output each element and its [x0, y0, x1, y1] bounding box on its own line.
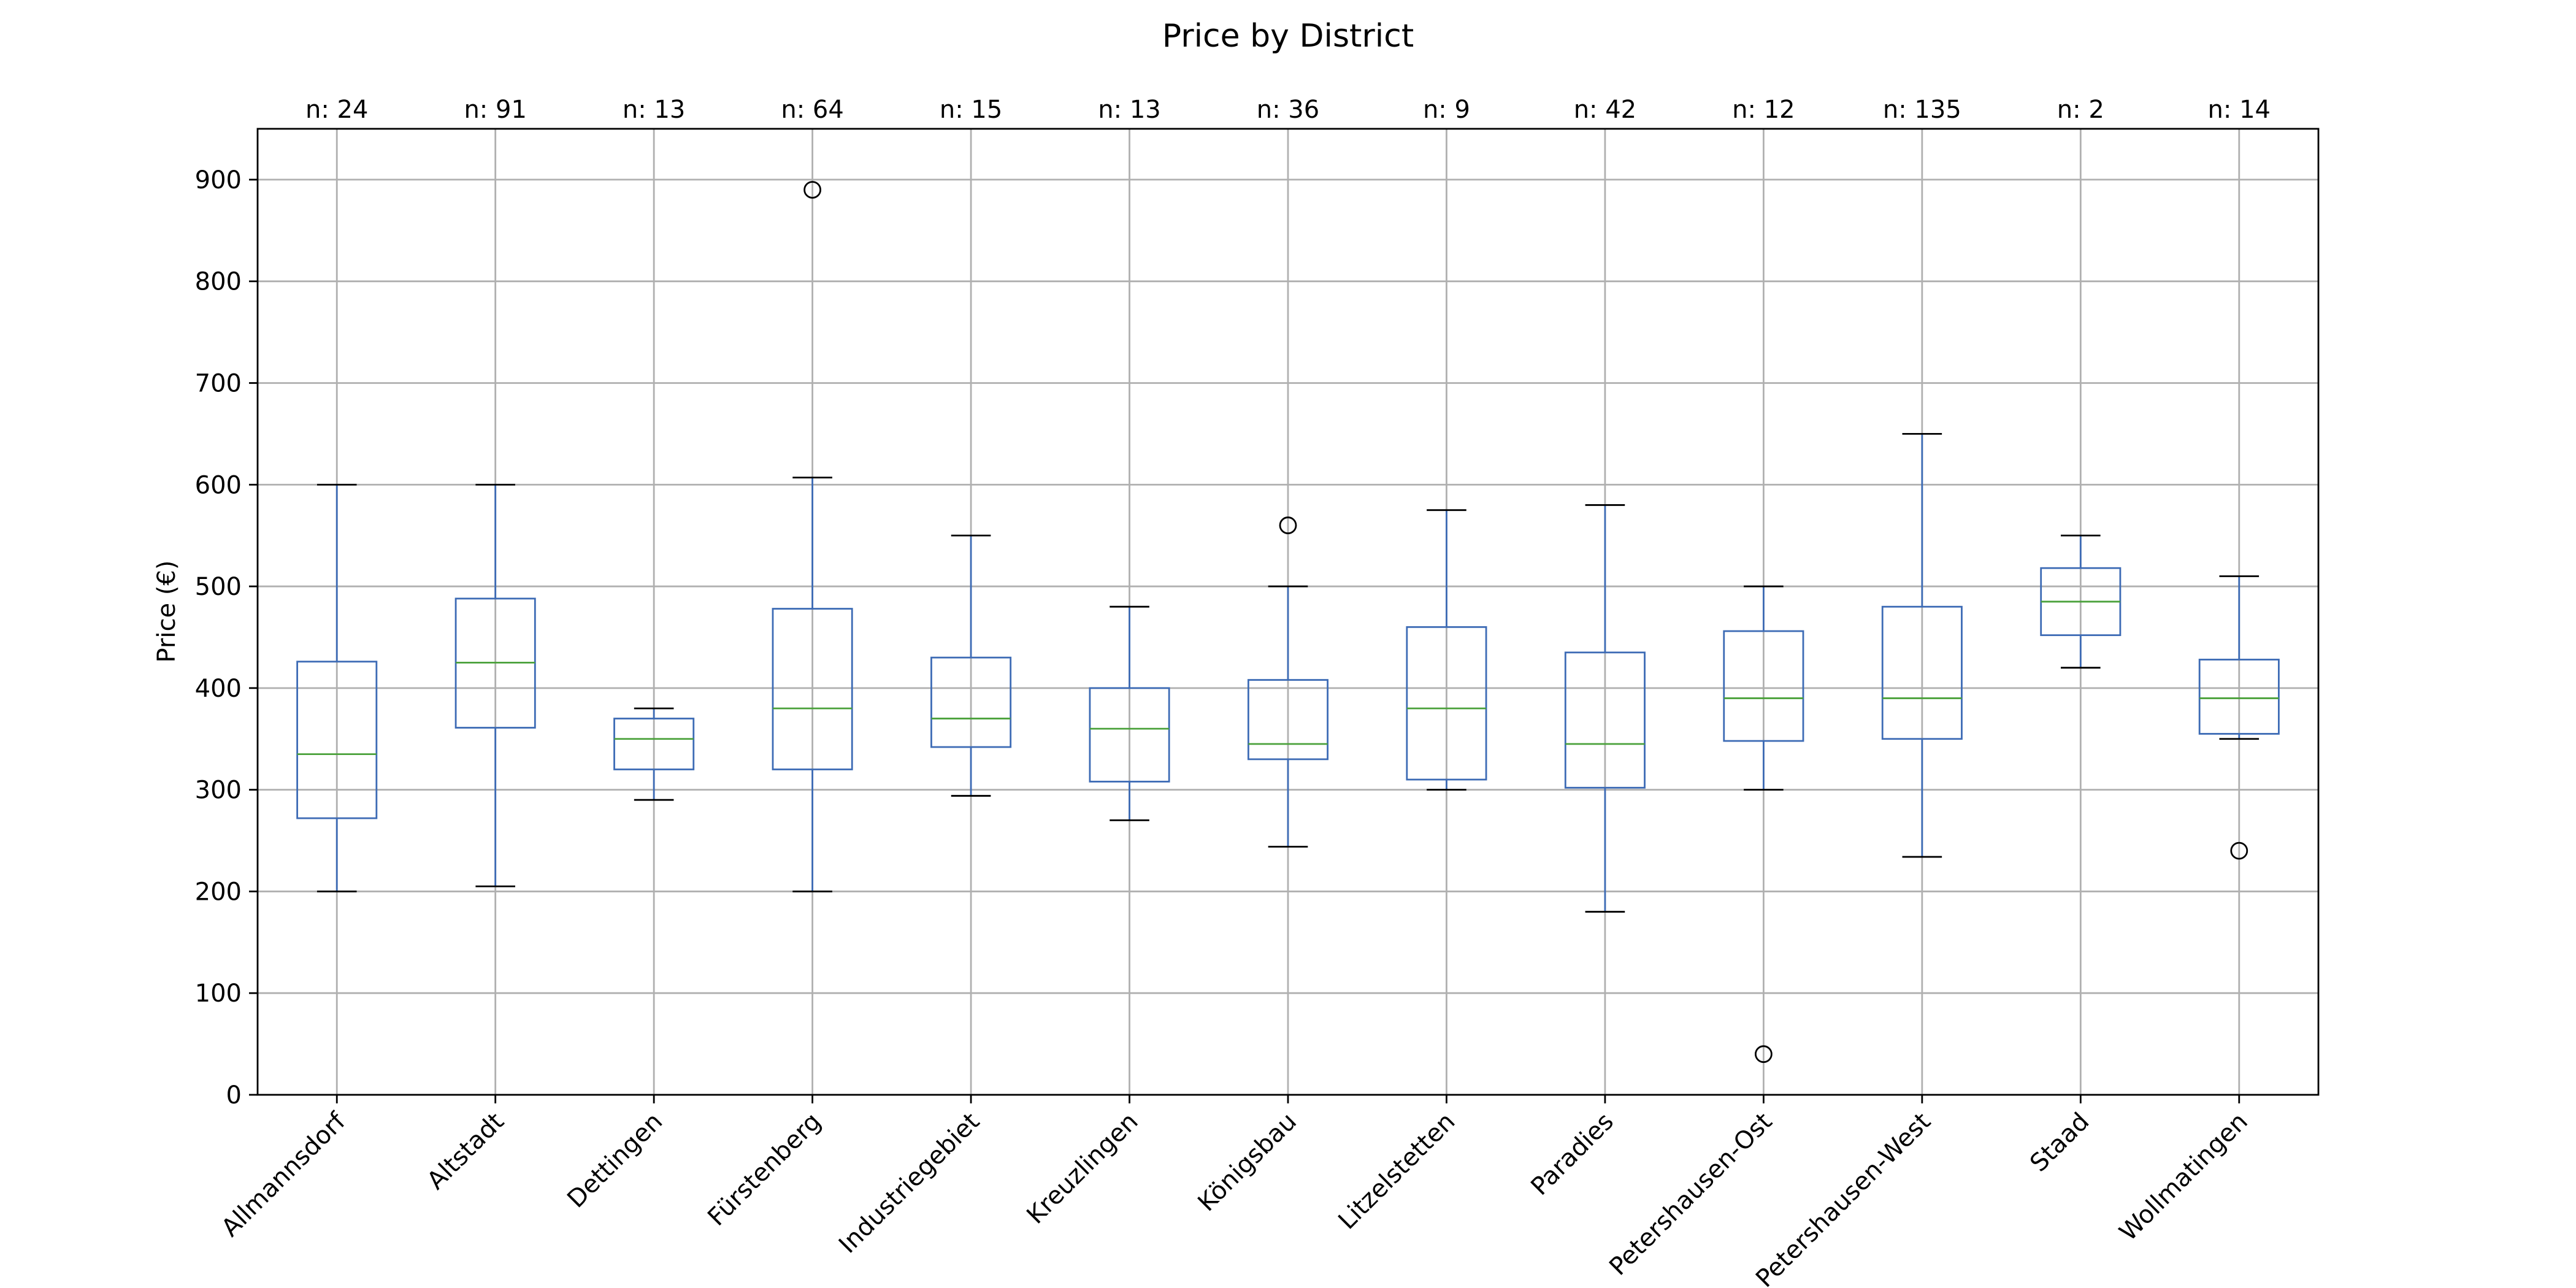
x-tick-label: Industriegebiet [834, 1108, 985, 1259]
count-label: n: 91 [464, 96, 526, 124]
iqr-box [613, 718, 695, 770]
iqr-box [2198, 659, 2280, 735]
box-litzelstetten [1406, 509, 1487, 791]
iqr-box [1564, 651, 1646, 789]
iqr-box [296, 661, 378, 819]
count-label: n: 2 [2057, 96, 2104, 124]
y-tick-label: 400 [195, 675, 242, 703]
x-tick-label: Petershausen-Ost [1604, 1108, 1777, 1281]
count-label: n: 24 [305, 96, 368, 124]
x-tick-label: Paradies [1525, 1108, 1619, 1202]
x-tick-label: Wollmatingen [2114, 1108, 2253, 1247]
y-axis: 0 100 200 300 400 500 600 700 800 900 [195, 166, 258, 1110]
outlier-point [803, 181, 822, 199]
iqr-box [1723, 630, 1804, 742]
y-axis-label: Price (€) [153, 561, 181, 663]
x-tick-label: Fürstenberg [702, 1108, 826, 1232]
y-tick-label: 700 [195, 369, 242, 397]
x-tick-label: Staad [2025, 1108, 2095, 1178]
box-industriegebiet [930, 534, 1012, 797]
box-königsbau [1247, 516, 1329, 848]
y-tick-label: 0 [226, 1081, 242, 1110]
box-petershausen-west [1881, 432, 1963, 858]
count-label: n: 13 [1098, 96, 1160, 124]
box-altstadt [454, 483, 536, 887]
count-labels: n: 24 n: 91 n: 13 n: 64 n: 15 n: 13 n: 36 n: 9 n… [305, 96, 2271, 124]
y-tick-label: 200 [195, 878, 242, 906]
box-series [296, 181, 2280, 1064]
iqr-box [1089, 687, 1170, 783]
count-label: n: 13 [623, 96, 685, 124]
outlier-point [1279, 516, 1297, 534]
box-fürstenberg [772, 181, 853, 892]
count-label: n: 12 [1732, 96, 1795, 124]
x-tick-label: Litzelstetten [1333, 1108, 1460, 1235]
iqr-box [930, 656, 1012, 748]
count-label: n: 14 [2208, 96, 2271, 124]
count-label: n: 64 [781, 96, 843, 124]
count-label: n: 15 [940, 96, 1002, 124]
x-tick-label: Altstadt [422, 1108, 510, 1195]
y-tick-label: 800 [195, 268, 242, 296]
outlier-point [1754, 1045, 1773, 1064]
iqr-box [1881, 605, 1963, 740]
count-label: n: 42 [1574, 96, 1636, 124]
chart-title: Price by District [1162, 18, 1414, 55]
outlier-point [2230, 841, 2248, 860]
y-tick-label: 900 [195, 166, 242, 194]
x-axis: Allmannsdorf Altstadt Dettingen Fürstenberg… [216, 1095, 2253, 1288]
x-tick-label: Kreuzlingen [1021, 1108, 1143, 1230]
y-tick-label: 500 [195, 573, 242, 601]
x-tick-label: Königsbau [1192, 1108, 1302, 1217]
x-tick-label: Petershausen-West [1750, 1108, 1936, 1288]
y-tick-label: 100 [195, 979, 242, 1008]
x-tick-label: Dettingen [562, 1108, 668, 1214]
count-label: n: 36 [1257, 96, 1319, 124]
iqr-box [1247, 679, 1329, 761]
count-label: n: 9 [1423, 96, 1470, 124]
y-tick-label: 300 [195, 776, 242, 805]
box-kreuzlingen [1089, 605, 1170, 821]
iqr-box [772, 608, 853, 770]
count-label: n: 135 [1883, 96, 1961, 124]
box-petershausen-ost [1723, 585, 1804, 1064]
box-allmannsdorf [296, 483, 378, 892]
box-paradies [1564, 504, 1646, 913]
box-wollmatingen [2198, 575, 2280, 860]
box-dettingen [613, 707, 695, 801]
y-tick-label: 600 [195, 471, 242, 499]
iqr-box [1406, 626, 1487, 781]
box-staad [2040, 534, 2122, 669]
x-tick-label: Allmannsdorf [216, 1107, 351, 1243]
